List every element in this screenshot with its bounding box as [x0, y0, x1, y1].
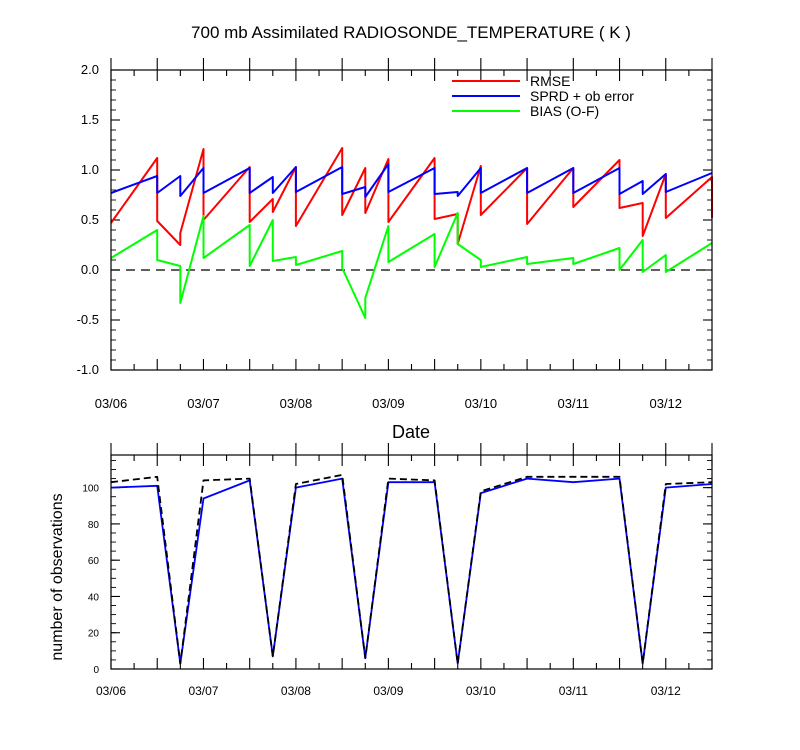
bottom-chart: 0 20 40 60 80 100 03/06 03/07 03/08 03/09 03/10 03/…: [49, 443, 713, 698]
series-line-observations-possible: [110, 474, 713, 665]
y-tick-label: -1.0: [77, 362, 99, 377]
series-line-rmse: [110, 147, 713, 246]
bottom-chart-ticks: 0 20 40 60 80 100 03/06 03/07 03/08 03/09 03/10 03/…: [82, 443, 713, 698]
x-tick-label: 03/10: [466, 684, 496, 698]
x-tick-label: 03/12: [649, 396, 682, 411]
y-tick-label: 0.5: [81, 212, 99, 227]
y-tick-label: 80: [88, 520, 100, 531]
x-tick-label: 03/09: [372, 396, 405, 411]
chart-title: 700 mb Assimilated RADIOSONDE_TEMPERATUR…: [191, 23, 631, 42]
x-tick-label: 03/07: [188, 684, 218, 698]
y-axis-label: number of observations: [49, 493, 66, 660]
legend-label-bias-o-f: BIAS (O-F): [530, 103, 599, 119]
y-tick-label: 60: [88, 556, 100, 567]
y-tick-label: 1.5: [81, 112, 99, 127]
x-tick-label: 03/11: [558, 396, 590, 411]
x-tick-label: 03/08: [280, 396, 313, 411]
y-tick-label: 0: [93, 665, 99, 676]
x-tick-label: 03/06: [95, 396, 128, 411]
x-tick-label: 03/12: [651, 684, 681, 698]
y-tick-label: 2.0: [81, 62, 99, 77]
legend-label-sprd-ob-error: SPRD + ob error: [530, 88, 634, 104]
x-tick-label: 03/07: [187, 396, 220, 411]
bottom-chart-series: [110, 474, 713, 665]
x-tick-label: 03/11: [559, 684, 588, 698]
y-tick-label: 100: [82, 484, 99, 495]
y-tick-label: 0.0: [81, 262, 99, 277]
y-tick-label: 20: [88, 629, 100, 640]
top-chart: 700 mb Assimilated RADIOSONDE_TEMPERATUR…: [77, 23, 713, 442]
x-tick-label: 03/08: [281, 684, 311, 698]
x-axis-label: Date: [392, 422, 430, 442]
x-tick-label: 03/09: [373, 684, 403, 698]
top-chart-ticks: -1.0 -0.5 0.0 0.5 1.0 1.5 2.0 03/06 03/07 03/08 03…: [77, 58, 713, 411]
bottom-plot-frame: [110, 454, 713, 670]
series-line-sprd-ob-error: [110, 163, 713, 198]
y-tick-label: 1.0: [81, 162, 99, 177]
series-line-observations-used: [110, 477, 713, 665]
y-tick-label: 40: [88, 592, 100, 603]
series-line-bias-o-f: [110, 212, 713, 319]
top-plot-frame: [110, 69, 713, 371]
y-tick-label: -0.5: [77, 312, 99, 327]
top-chart-series: [110, 147, 713, 319]
legend-label-rmse: RMSE: [530, 73, 570, 89]
x-tick-label: 03/10: [465, 396, 498, 411]
x-tick-label: 03/06: [96, 684, 126, 698]
